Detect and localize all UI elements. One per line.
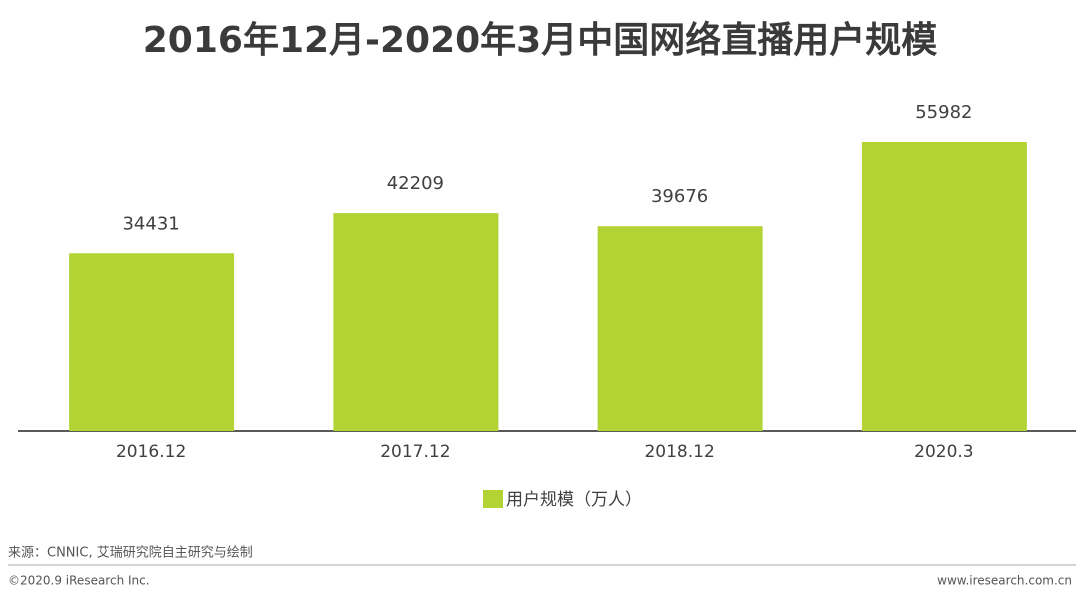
legend-label: 用户规模（万人） (506, 490, 642, 510)
footer-left: ©2020.9 iResearch Inc. (8, 574, 150, 588)
footer-right: www.iresearch.com.cn (937, 574, 1072, 588)
bar (333, 213, 499, 431)
chart-title: 2016年12月-2020年3月中国网络直播用户规模 (143, 19, 937, 61)
bar (861, 142, 1027, 431)
value-label: 42209 (387, 173, 444, 194)
x-tick-label: 2018.12 (644, 442, 714, 462)
bar (597, 226, 763, 431)
legend-swatch (483, 490, 503, 508)
value-label: 39676 (651, 186, 708, 207)
x-tick-label: 2016.12 (116, 442, 186, 462)
x-tick-label: 2017.12 (380, 442, 450, 462)
source: 来源：CNNIC, 艾瑞研究院自主研究与绘制 (8, 546, 253, 561)
value-label: 55982 (915, 102, 972, 123)
value-label: 34431 (122, 213, 179, 234)
x-tick-label: 2020.3 (914, 442, 973, 462)
bar (69, 253, 235, 431)
